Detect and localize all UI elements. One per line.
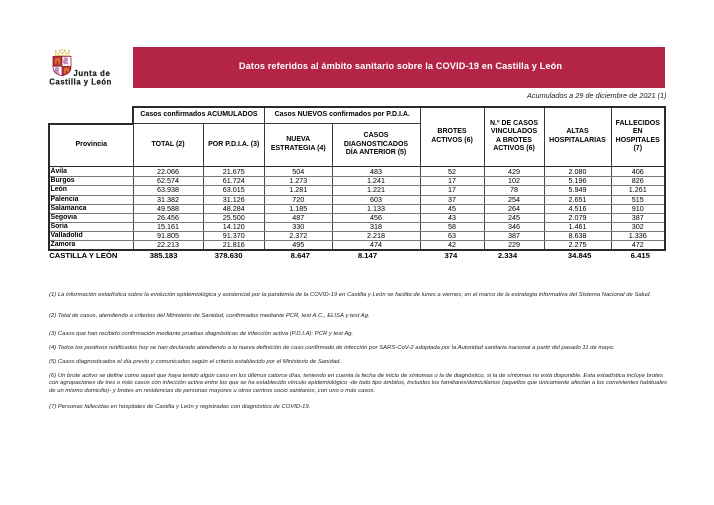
svg-text:Castilla y León: Castilla y León [49,77,112,86]
svg-text:Junta de: Junta de [73,69,110,78]
